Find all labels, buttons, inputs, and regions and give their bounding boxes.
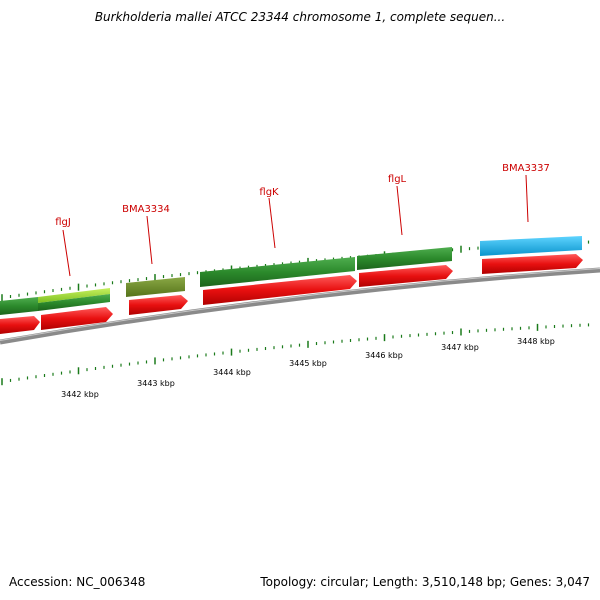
gene-leader-lines	[62, 174, 529, 277]
leader-line	[268, 197, 276, 249]
gene-block-green[interactable]	[38, 294, 110, 311]
kbp-label: 3444 kbp	[213, 368, 251, 377]
inner-tick-ring	[1, 323, 590, 386]
chromosome-backbone-highlight	[0, 268, 600, 341]
kbp-label: 3446 kbp	[365, 351, 403, 360]
gene-label-flgj[interactable]: flgJ	[55, 217, 71, 228]
accession-text: Accession: NC_006348	[9, 575, 146, 589]
leader-line	[146, 215, 153, 265]
gene-arrow[interactable]	[203, 275, 357, 305]
leader-line	[525, 174, 529, 223]
feature-row-top	[0, 236, 582, 315]
gene-arrow[interactable]	[41, 307, 113, 330]
gene-arrow[interactable]	[129, 295, 188, 315]
kbp-scale-labels: 3442 kbp 3443 kbp 3444 kbp 3445 kbp 3446…	[61, 337, 555, 399]
kbp-label: 3447 kbp	[441, 343, 479, 352]
kbp-label: 3445 kbp	[289, 359, 327, 368]
feature-row-arrows	[0, 254, 583, 334]
gene-labels: flgJ BMA3334 flgK flgL BMA3337	[55, 163, 550, 228]
gene-label-bma3337[interactable]: BMA3337	[502, 163, 550, 174]
kbp-label: 3448 kbp	[517, 337, 555, 346]
gene-arrow[interactable]	[482, 254, 583, 274]
gene-block-flgk[interactable]	[200, 257, 355, 287]
gene-arrow[interactable]	[359, 265, 453, 287]
leader-line	[62, 229, 71, 277]
gene-label-bma3334[interactable]: BMA3334	[122, 204, 170, 215]
kbp-label: 3442 kbp	[61, 390, 99, 399]
chromosome-backbone	[0, 267, 600, 345]
gene-block-green[interactable]	[0, 297, 38, 315]
outer-tick-ring	[1, 240, 590, 302]
gene-block-flgl[interactable]	[357, 247, 452, 270]
topology-stats-text: Topology: circular; Length: 3,510,148 bp…	[260, 575, 590, 589]
gene-label-flgk[interactable]: flgK	[259, 187, 279, 198]
map-title: Burkholderia mallei ATCC 23344 chromosom…	[94, 10, 506, 24]
gene-arrow[interactable]	[0, 316, 40, 334]
kbp-label: 3443 kbp	[137, 379, 175, 388]
gene-block-lime[interactable]	[38, 288, 110, 303]
leader-line	[396, 185, 403, 236]
gene-block-bma3337[interactable]	[480, 236, 582, 256]
gene-block-olive[interactable]	[126, 277, 185, 297]
gene-label-flgl[interactable]: flgL	[388, 174, 407, 185]
